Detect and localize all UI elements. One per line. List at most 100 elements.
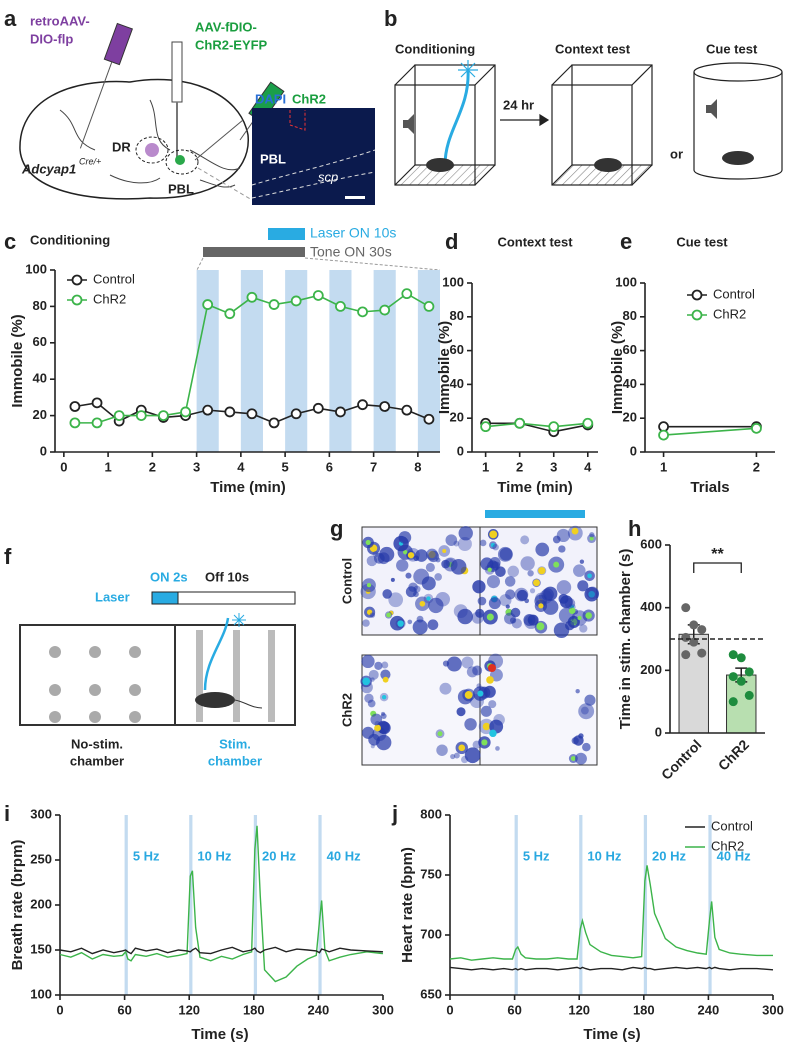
heat-blob <box>505 589 516 600</box>
stim-band <box>579 815 583 995</box>
heat-blob <box>495 566 506 577</box>
heat-blob <box>509 617 517 624</box>
y-tick-label: 600 <box>640 536 662 551</box>
data-point <box>681 650 691 660</box>
heat-blob <box>382 676 389 683</box>
stim-band <box>514 815 518 995</box>
heat-blob <box>396 559 409 572</box>
row-label: ChR2 <box>339 693 354 727</box>
heat-blob <box>516 589 528 601</box>
x-tick-label: 0 <box>60 459 67 474</box>
heat-blob <box>564 598 576 609</box>
heat-blob <box>520 535 530 545</box>
illustration-ellipse <box>693 62 783 82</box>
heat-blob <box>362 619 370 627</box>
data-point <box>69 417 81 429</box>
delay-label: 24 hr <box>503 97 534 112</box>
x-tick-label: 7 <box>370 459 377 474</box>
step-label: Cue test <box>706 41 758 56</box>
stim-label: 10 Hz <box>587 848 621 863</box>
heat-blob <box>480 705 492 717</box>
heat-blob <box>577 615 582 621</box>
y-tick-label: 60 <box>33 334 47 349</box>
legend-label: Control <box>93 271 135 286</box>
bar <box>678 633 709 734</box>
y-tick-label: 60 <box>623 342 637 357</box>
heat-blob <box>543 586 558 601</box>
heat-blob <box>398 531 412 544</box>
y-tick-label: 750 <box>420 866 442 881</box>
panel-label: e <box>620 229 632 254</box>
heat-blob <box>553 561 560 568</box>
heat-blob <box>495 746 500 751</box>
series-line <box>449 966 774 971</box>
series-line <box>449 865 773 961</box>
y-tick-label: 100 <box>30 986 52 1001</box>
illustration-path <box>59 99 241 188</box>
panel-label: d <box>445 229 458 254</box>
chamber-label: chamber <box>208 753 262 768</box>
data-point <box>744 690 754 700</box>
data-point <box>113 410 125 422</box>
legend-label: ChR2 <box>711 838 744 853</box>
syringe-label: ChR2-EYFP <box>195 37 268 52</box>
illustration-ellipse <box>135 136 169 164</box>
legend-marker <box>691 289 703 301</box>
y-tick-label: 0 <box>40 443 47 458</box>
heat-blob <box>389 615 405 631</box>
illustration-line <box>197 167 253 201</box>
stim-label: 40 Hz <box>327 848 361 863</box>
stim-label: 10 Hz <box>197 848 231 863</box>
legend-marker <box>691 309 703 321</box>
stim-band <box>318 815 322 995</box>
illustration-rect <box>571 64 653 166</box>
heat-blob <box>366 555 378 567</box>
y-tick-label: 650 <box>420 986 442 1001</box>
heat-blob <box>464 718 477 731</box>
data-point <box>91 397 103 409</box>
data-point <box>658 429 669 441</box>
heat-blob <box>571 737 579 745</box>
heat-blob <box>477 596 487 606</box>
data-point <box>514 417 526 429</box>
illustration-path <box>289 110 306 131</box>
x-tick-label: 240 <box>308 1002 330 1017</box>
y-axis-label: Time in stim. chamber (s) <box>617 549 634 730</box>
stain-label: ChR2 <box>292 91 326 106</box>
x-tick-label: 60 <box>507 1002 521 1017</box>
laser-off-label: Off 10s <box>205 569 249 584</box>
heat-blob <box>403 549 408 555</box>
heat-blob <box>364 693 374 704</box>
heat-blob <box>361 654 375 669</box>
y-tick-label: 80 <box>33 298 47 313</box>
heat-blob <box>381 661 389 669</box>
heat-blob <box>450 753 456 760</box>
heat-blob <box>589 536 594 541</box>
illustration-rect <box>151 591 179 605</box>
series-line <box>485 422 588 428</box>
illustration-circle <box>129 711 141 723</box>
step-label: Context test <box>555 41 631 56</box>
laser-on-label: ON 2s <box>150 569 188 584</box>
heat-blob <box>370 744 375 749</box>
heat-blob <box>450 559 467 575</box>
illustration-path <box>539 113 550 127</box>
illustration-path <box>443 69 470 166</box>
y-tick-label: 400 <box>640 599 662 614</box>
heat-blob <box>386 612 391 618</box>
data-point <box>158 410 169 422</box>
y-tick-label: 250 <box>30 851 52 866</box>
heat-blob <box>372 551 379 558</box>
chart-title: Context test <box>497 234 573 249</box>
heat-blob <box>436 744 448 756</box>
heat-blob <box>453 752 460 759</box>
illustration-circle <box>49 711 61 723</box>
y-axis-label: Immobile (%) <box>436 321 453 414</box>
region-label: DR <box>112 139 131 154</box>
heat-blob <box>374 724 381 732</box>
data-point <box>246 291 258 303</box>
heat-blob <box>472 580 486 594</box>
heat-blob <box>507 565 519 578</box>
illustration-circle <box>129 646 141 658</box>
